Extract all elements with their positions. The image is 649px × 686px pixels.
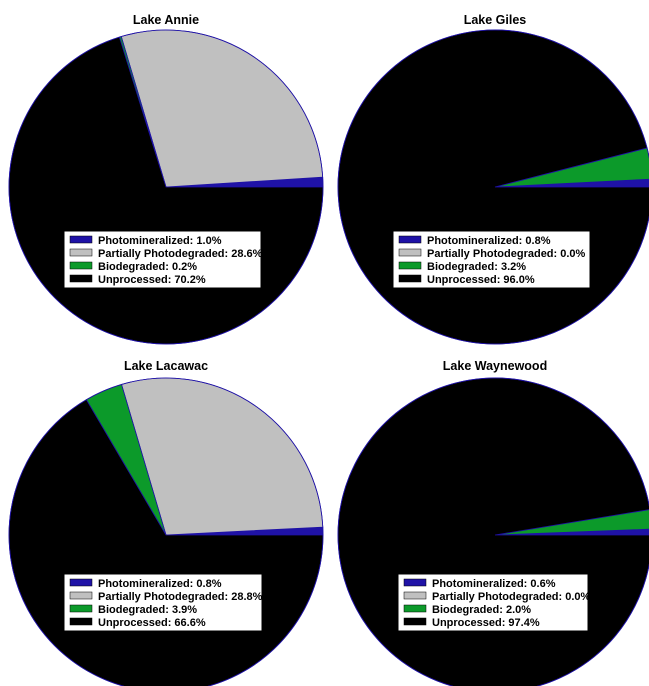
legend-swatch-photomineralized: [69, 578, 93, 587]
legend-label: Unprocessed: 97.4%: [432, 617, 540, 629]
legend-swatch-photomineralized: [69, 235, 93, 244]
legend-swatch-biodegraded: [69, 604, 93, 613]
pie-slices: [8, 29, 324, 345]
legend-swatch-unprocessed: [69, 617, 93, 626]
legend: Photomineralized: 0.8% Partially Photode…: [392, 230, 591, 289]
pie-slices: [8, 377, 324, 686]
pie-slice-unprocessed: [337, 29, 649, 345]
legend-swatch-partially-photodegraded: [398, 248, 422, 257]
pie-panel-lake-giles: Lake Giles Photomineralized: 0.8% Partia…: [337, 13, 649, 345]
legend-label: Biodegraded: 3.9%: [98, 604, 197, 616]
legend-swatch-partially-photodegraded: [69, 248, 93, 257]
legend-box: [63, 573, 263, 632]
legend: Photomineralized: 0.8% Partially Photode…: [63, 573, 263, 632]
legend-swatch-photomineralized: [398, 235, 422, 244]
legend-label: Partially Photodegraded: 28.6%: [98, 248, 263, 260]
legend-label: Biodegraded: 3.2%: [427, 261, 526, 273]
pie-outline: [8, 29, 324, 345]
legend-swatch-biodegraded: [69, 261, 93, 270]
legend-label: Photomineralized: 0.6%: [432, 578, 556, 590]
pie-slices: [337, 377, 649, 686]
legend-swatch-biodegraded: [403, 604, 427, 613]
legend-label: Unprocessed: 70.2%: [98, 274, 206, 286]
legend-label: Unprocessed: 66.6%: [98, 617, 206, 629]
legend-swatch-partially-photodegraded: [403, 591, 427, 600]
legend-swatch-partially-photodegraded: [69, 591, 93, 600]
legend-swatch-unprocessed: [403, 617, 427, 626]
legend-label: Biodegraded: 0.2%: [98, 261, 197, 273]
legend-label: Photomineralized: 1.0%: [98, 235, 222, 247]
legend-box: [392, 230, 591, 289]
pie-title: Lake Waynewood: [443, 359, 547, 373]
legend-swatch-biodegraded: [398, 261, 422, 270]
legend: Photomineralized: 1.0% Partially Photode…: [63, 230, 263, 289]
legend-box: [397, 573, 589, 632]
pie-slices: [337, 29, 649, 345]
pie-outline: [337, 377, 649, 686]
pie-outline: [337, 29, 649, 345]
legend-swatch-photomineralized: [403, 578, 427, 587]
pie-title: Lake Giles: [464, 13, 527, 27]
pie-title: Lake Annie: [133, 13, 199, 27]
pie-panel-lake-waynewood: Lake Waynewood Photomineralized: 0.6% Pa…: [337, 359, 649, 686]
legend-label: Photomineralized: 0.8%: [427, 235, 551, 247]
legend-label: Partially Photodegraded: 28.8%: [98, 591, 263, 603]
pie-panel-lake-annie: Lake Annie Photomineralized: 1.0% Partia…: [8, 13, 324, 345]
pie-title: Lake Lacawac: [124, 359, 208, 373]
legend-swatch-unprocessed: [69, 274, 93, 283]
legend-label: Photomineralized: 0.8%: [98, 578, 222, 590]
legend-box: [63, 230, 262, 289]
legend-label: Unprocessed: 96.0%: [427, 274, 535, 286]
legend-label: Partially Photodegraded: 0.0%: [432, 591, 591, 603]
legend: Photomineralized: 0.6% Partially Photode…: [397, 573, 591, 632]
legend-label: Biodegraded: 2.0%: [432, 604, 531, 616]
legend-swatch-unprocessed: [398, 274, 422, 283]
pie-panel-lake-lacawac: Lake Lacawac Photomineralized: 0.8% Part…: [8, 359, 324, 686]
legend-label: Partially Photodegraded: 0.0%: [427, 248, 586, 260]
pie-outline: [8, 377, 324, 686]
